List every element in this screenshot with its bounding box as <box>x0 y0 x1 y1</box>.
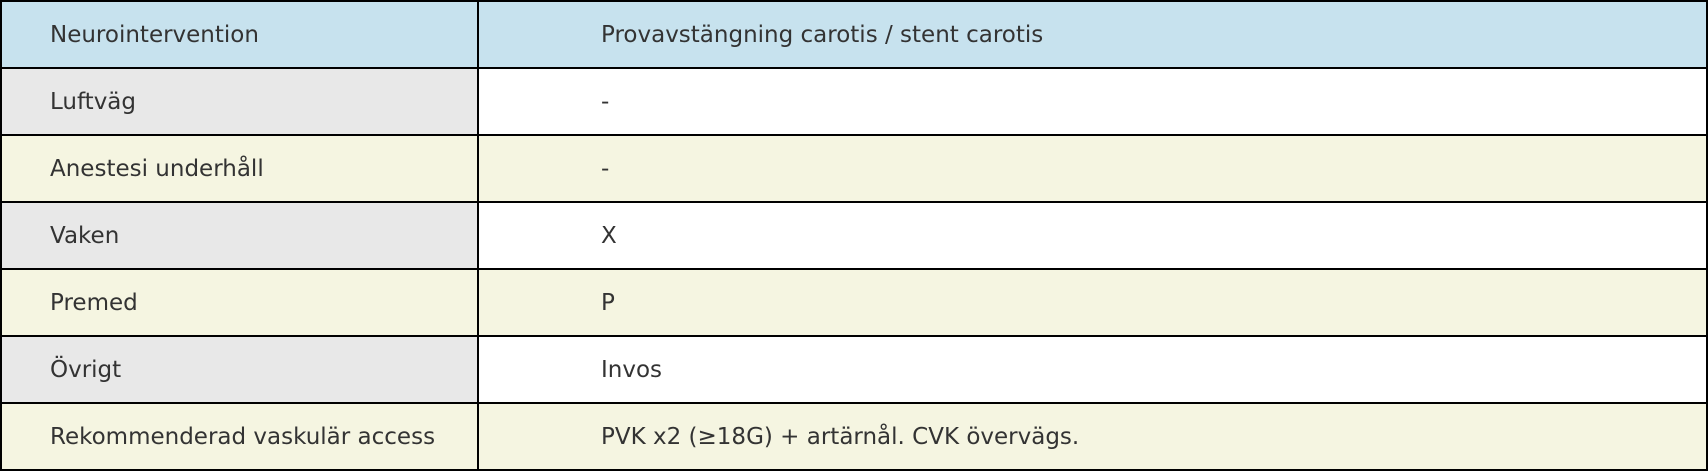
table-header-row: Neurointervention Provavstängning caroti… <box>0 0 1708 69</box>
row-label: Vaken <box>0 201 479 270</box>
header-label: Neurointervention <box>0 0 479 69</box>
table-row: Vaken X <box>0 201 1708 270</box>
row-label: Övrigt <box>0 335 479 404</box>
row-value: X <box>477 201 1708 270</box>
row-label: Luftväg <box>0 67 479 136</box>
row-label: Anestesi underhåll <box>0 134 479 203</box>
table-row: Övrigt Invos <box>0 335 1708 404</box>
header-value: Provavstängning carotis / stent carotis <box>477 0 1708 69</box>
row-value: P <box>477 268 1708 337</box>
table-row: Anestesi underhåll - <box>0 134 1708 203</box>
row-label: Premed <box>0 268 479 337</box>
row-label: Rekommenderad vaskulär access <box>0 402 479 471</box>
table-row: Premed P <box>0 268 1708 337</box>
table-row: Rekommenderad vaskulär access PVK x2 (≥1… <box>0 402 1708 471</box>
row-value: Invos <box>477 335 1708 404</box>
row-value: - <box>477 134 1708 203</box>
row-value: - <box>477 67 1708 136</box>
row-value: PVK x2 (≥18G) + artärnål. CVK övervägs. <box>477 402 1708 471</box>
table-row: Luftväg - <box>0 67 1708 136</box>
